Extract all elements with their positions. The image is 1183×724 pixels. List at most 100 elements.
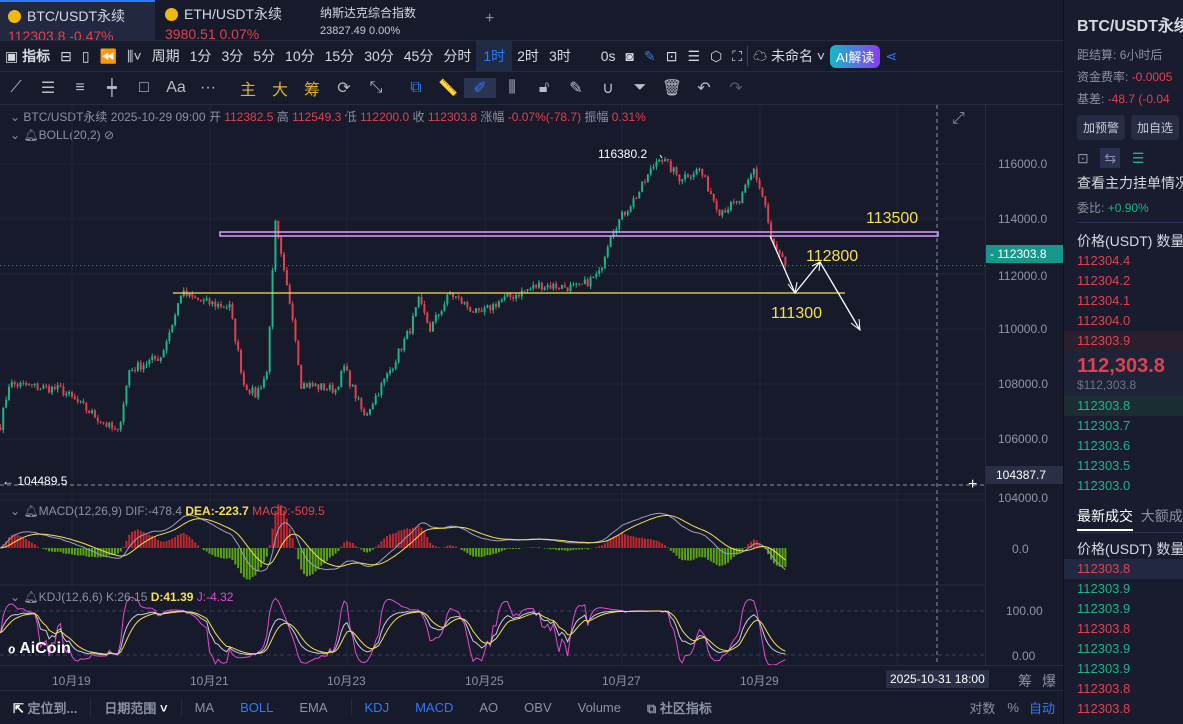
candle-icon[interactable]: ⫼: [508, 79, 516, 96]
more-icon[interactable]: ···: [200, 79, 216, 96]
ind-ema[interactable]: EMA: [299, 700, 328, 715]
price-axis[interactable]: 116000.0 114000.0 112000.0 110000.0 1080…: [985, 105, 1064, 665]
redo-icon[interactable]: ↷: [729, 80, 743, 97]
add-crosshair-icon[interactable]: +: [968, 476, 978, 493]
depth-title[interactable]: 查看主力挂单情况: [1077, 175, 1183, 191]
interval-2h[interactable]: 2时: [517, 48, 539, 64]
percent-scale-button[interactable]: %: [1007, 700, 1019, 715]
book-row[interactable]: 112304.1: [1077, 293, 1131, 308]
interval-1h[interactable]: 1时: [476, 41, 513, 71]
book-row[interactable]: 112303.7: [1077, 418, 1131, 433]
tab-nasdaq[interactable]: 纳斯达克综合指数 23827.49 0.00%: [312, 0, 462, 40]
candle-type-icon[interactable]: ⫼˅: [127, 47, 142, 64]
ind-volume[interactable]: Volume: [577, 700, 621, 715]
auto-scale-button[interactable]: 自动: [1028, 701, 1055, 716]
book-row[interactable]: 112303.8: [1064, 559, 1183, 579]
list-icon[interactable]: ☰: [687, 47, 701, 64]
depth-both-icon[interactable]: ⇆: [1100, 148, 1121, 168]
tab-large-trades[interactable]: 大额成交: [1140, 508, 1183, 524]
collapse-icon[interactable]: ⌄: [10, 110, 21, 124]
big-order-button[interactable]: 大: [271, 82, 288, 99]
interval-timeline[interactable]: 分时: [443, 48, 472, 64]
book-row[interactable]: 112303.0: [1077, 478, 1131, 493]
camera-icon[interactable]: ◙: [625, 48, 634, 64]
undo-icon[interactable]: ↶: [697, 80, 711, 97]
book-row[interactable]: 112303.5: [1077, 458, 1131, 473]
layout-name-dropdown[interactable]: ☁ 未命名 ˅: [747, 46, 830, 66]
book-row[interactable]: 112303.9: [1077, 641, 1131, 656]
columns-icon[interactable]: ▯: [81, 47, 90, 64]
chips-button[interactable]: 筹: [303, 82, 320, 99]
book-row[interactable]: 112303.8: [1077, 701, 1131, 716]
settings-icon[interactable]: ⬡: [710, 47, 723, 64]
depth-list-icon[interactable]: ☰: [1131, 150, 1145, 166]
add-window-icon[interactable]: ⊡: [665, 47, 678, 64]
parallel-lines-icon[interactable]: ☰: [40, 80, 56, 97]
book-row[interactable]: 112303.8: [1064, 396, 1183, 416]
layout-icon[interactable]: ⊟: [60, 47, 72, 64]
date-range-dropdown[interactable]: 日期范围 ˅: [90, 698, 180, 717]
tab-eth[interactable]: ETH/USDT永续 3980.51 0.07%: [157, 0, 307, 42]
liquidation-axis-button[interactable]: 爆: [1042, 673, 1056, 689]
log-scale-button[interactable]: 对数: [969, 701, 996, 716]
ind-ao[interactable]: AO: [479, 700, 499, 715]
rectangle-icon[interactable]: □: [139, 79, 149, 96]
book-row[interactable]: 112304.0: [1077, 313, 1131, 328]
filter-icon[interactable]: ⏷: [633, 79, 647, 96]
community-indicators-button[interactable]: ⧉ 社区指标: [647, 701, 712, 716]
expand-icon[interactable]: ⤢: [952, 110, 965, 127]
trash-icon[interactable]: 🗑︎: [661, 80, 683, 97]
book-row[interactable]: 112303.9: [1077, 601, 1131, 616]
period-dropdown[interactable]: 周期: [151, 48, 180, 64]
book-row[interactable]: 112303.8: [1077, 681, 1131, 696]
depth-mode-icon[interactable]: ⊡: [1077, 150, 1089, 166]
ai-button[interactable]: AI解读: [830, 44, 881, 68]
ind-kdj[interactable]: KDJ: [350, 700, 403, 715]
trendline-icon[interactable]: ⟋: [10, 79, 22, 96]
book-row[interactable]: 112303.8: [1077, 621, 1131, 636]
book-row[interactable]: 112303.6: [1077, 438, 1131, 453]
draw-mode-icon[interactable]: ✐: [464, 78, 496, 98]
ind-obv[interactable]: OBV: [524, 700, 552, 715]
bookmark-icon[interactable]: ⧉: [410, 79, 422, 96]
measure-icon[interactable]: ⤡: [369, 79, 383, 96]
add-favorite-button[interactable]: 加自选: [1131, 115, 1180, 140]
hline-icon[interactable]: ┿: [107, 80, 117, 97]
interval-3m[interactable]: 3分: [221, 48, 244, 64]
interval-15m[interactable]: 15分: [324, 48, 355, 64]
ind-boll[interactable]: BOLL: [240, 700, 274, 715]
lock-icon[interactable]: 🔓︎: [538, 79, 550, 96]
pencil-icon[interactable]: ✎: [644, 47, 656, 64]
text-tool[interactable]: Aa: [166, 79, 186, 96]
price-chart[interactable]: [0, 0, 985, 690]
interval-10m[interactable]: 10分: [285, 48, 315, 64]
fullscreen-icon[interactable]: ⛶: [732, 47, 743, 64]
chips-axis-button[interactable]: 筹: [1018, 673, 1032, 689]
interval-45m[interactable]: 45分: [403, 48, 434, 64]
edit-list-icon[interactable]: ✎: [569, 80, 583, 97]
interval-30m[interactable]: 30分: [364, 48, 394, 64]
ind-ma[interactable]: MA: [180, 700, 228, 715]
interval-1m[interactable]: 1分: [189, 48, 212, 64]
tab-latest-trades[interactable]: 最新成交: [1077, 508, 1133, 531]
main-force-button[interactable]: 主: [239, 82, 256, 99]
book-row[interactable]: 112304.2: [1077, 273, 1131, 288]
book-row[interactable]: 112303.9: [1077, 581, 1131, 596]
interval-3h[interactable]: 3时: [548, 48, 571, 64]
rewind-icon[interactable]: ⏪: [99, 47, 118, 64]
ind-macd[interactable]: MACD: [415, 700, 454, 715]
ruler-icon[interactable]: 📏: [438, 80, 458, 97]
sync-icon[interactable]: ⟳: [337, 80, 351, 97]
book-row[interactable]: 112303.9: [1064, 331, 1183, 351]
add-alert-button[interactable]: 加预警: [1077, 115, 1126, 140]
add-tab-icon[interactable]: +: [485, 10, 495, 27]
hlines-icon[interactable]: ≡: [75, 79, 85, 96]
indicators-button[interactable]: ▣ 指标: [5, 48, 51, 64]
magnet-icon[interactable]: ∪: [602, 80, 614, 97]
book-row[interactable]: 112304.4: [1077, 253, 1131, 268]
collapse-icon[interactable]: ⌄: [10, 128, 21, 142]
share-icon[interactable]: ⋖: [885, 47, 898, 64]
book-row[interactable]: 112303.9: [1077, 661, 1131, 676]
locate-button[interactable]: ⇱ 定位到...: [13, 701, 78, 716]
eye-off-icon[interactable]: ⊘: [104, 128, 115, 142]
